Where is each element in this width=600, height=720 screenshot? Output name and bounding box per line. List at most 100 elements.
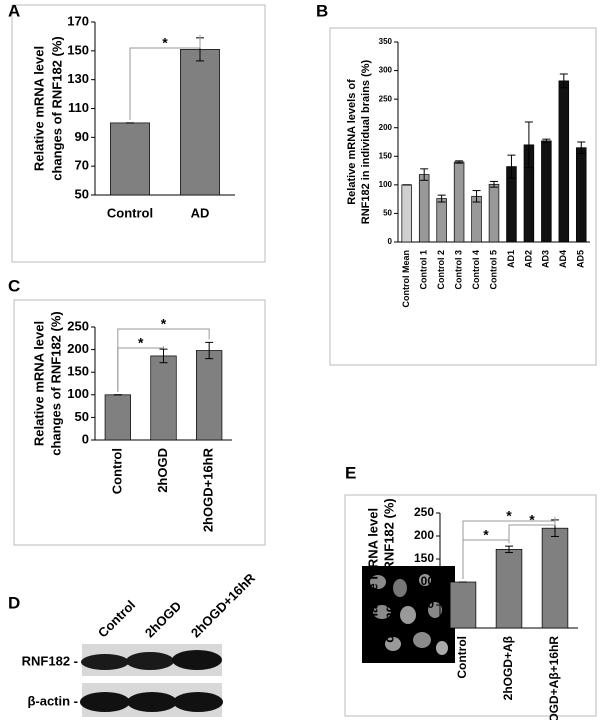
cell (400, 606, 416, 624)
x-tick-label: AD (191, 205, 210, 220)
x-tick-label: AD5 (576, 250, 586, 268)
panel-label: A (8, 1, 20, 20)
bar (110, 122, 150, 196)
blot-band (173, 692, 223, 712)
x-tick-label: Control (455, 636, 469, 679)
significance-bracket (129, 34, 201, 120)
annotation: * (529, 512, 535, 528)
cell (373, 605, 391, 619)
error-bar (559, 73, 568, 89)
blot-band (126, 652, 174, 670)
y-tick-label: 100 (414, 574, 434, 588)
x-tick-label: Control 3 (453, 250, 463, 290)
significance-bracket (117, 328, 210, 392)
y-tick-label: 50 (75, 409, 89, 424)
y-tick-label: 100 (379, 180, 393, 189)
annotation: * (506, 508, 512, 524)
y-tick-label: 300 (379, 66, 393, 75)
y-axis-label: RNF182 in individual brains (%) (360, 59, 372, 224)
panel-label: E (345, 463, 356, 482)
y-tick-label: 250 (414, 505, 434, 519)
y-axis-label: Relative mRNA levels of (346, 79, 358, 205)
error-bar (490, 180, 498, 188)
x-tick-label: 2hOGD+Aβ+16hR (547, 636, 561, 720)
cell (419, 574, 431, 586)
band-label: RNF182 - (22, 653, 78, 668)
x-tick-label: 2hOGD+16hR (201, 447, 216, 532)
y-tick-label: 150 (414, 551, 434, 565)
cell (370, 575, 386, 589)
y-tick-label: 50 (421, 597, 435, 611)
y-tick-label: 130 (67, 71, 89, 86)
blot-band (172, 650, 222, 670)
panel-label: B (316, 1, 328, 20)
y-tick-label: 50 (75, 186, 89, 201)
error-bar (159, 348, 168, 364)
error-bar (542, 138, 551, 144)
x-tick-label: AD3 (541, 250, 551, 268)
annotation: * (483, 527, 489, 543)
panel-label: C (8, 276, 20, 295)
x-tick-label: AD2 (523, 250, 533, 268)
y-axis-label: Relative mRNA level (31, 46, 46, 171)
y-tick-label: 200 (67, 341, 89, 356)
y-axis-label: Relative mRNA level (365, 508, 380, 633)
cell (385, 637, 401, 651)
x-tick-label: Control 2 (436, 250, 446, 290)
annotation: * (138, 335, 144, 351)
y-tick-label: 170 (67, 13, 89, 28)
y-tick-label: 50 (383, 209, 392, 218)
annotation: * (162, 35, 168, 51)
x-tick-label: 2hOGD+Aβ (501, 636, 515, 700)
lane-label: 2hOGD (142, 598, 184, 640)
bar (436, 198, 447, 243)
y-tick-label: 150 (67, 42, 89, 57)
bar (449, 581, 477, 629)
x-tick-label: 2hOGD (155, 448, 170, 493)
x-tick-label: AD4 (558, 250, 568, 268)
x-tick-label: Control 4 (471, 250, 481, 290)
x-tick-label: Control 5 (488, 250, 498, 290)
bar (453, 161, 465, 243)
lane-label: Control (95, 597, 138, 640)
blot-band (127, 692, 177, 712)
bar (418, 174, 430, 243)
panel-frame (11, 4, 266, 263)
x-tick-label: Control 1 (419, 250, 429, 290)
lane-label: 2hOGD+16hR (188, 570, 259, 641)
error-bar (437, 194, 446, 203)
bar (488, 183, 500, 243)
y-tick-label: 90 (75, 129, 89, 144)
annotation: * (161, 316, 167, 332)
bar (104, 394, 131, 441)
error-bar (205, 341, 214, 360)
x-tick-label: Control (107, 205, 153, 220)
y-tick-label: 250 (67, 318, 89, 333)
y-axis-label: changes of RNF182 (%) (48, 311, 63, 455)
bar (558, 80, 570, 243)
y-tick-label: 0 (388, 237, 393, 246)
band-label: β-actin - (27, 693, 78, 708)
error-bar (507, 154, 516, 179)
error-bar (577, 141, 586, 154)
panel-label: D (8, 593, 20, 612)
error-bar (455, 160, 464, 164)
panel-frame (13, 299, 266, 546)
x-tick-label: Control Mean (401, 250, 411, 308)
y-tick-label: 200 (414, 528, 434, 542)
y-tick-label: 200 (379, 123, 393, 132)
y-tick-label: 110 (68, 100, 89, 115)
cell (393, 579, 407, 597)
y-axis-label: changes of RNF182 (%) (49, 36, 64, 180)
y-tick-label: 150 (67, 364, 89, 379)
error-bar (505, 545, 513, 554)
bar (576, 147, 587, 243)
bar (471, 195, 482, 243)
y-tick-label: 100 (67, 386, 89, 401)
panel-frame (329, 27, 597, 366)
error-bar (524, 121, 533, 169)
bar (495, 548, 523, 629)
blot-band (80, 692, 130, 712)
bar (541, 140, 552, 243)
